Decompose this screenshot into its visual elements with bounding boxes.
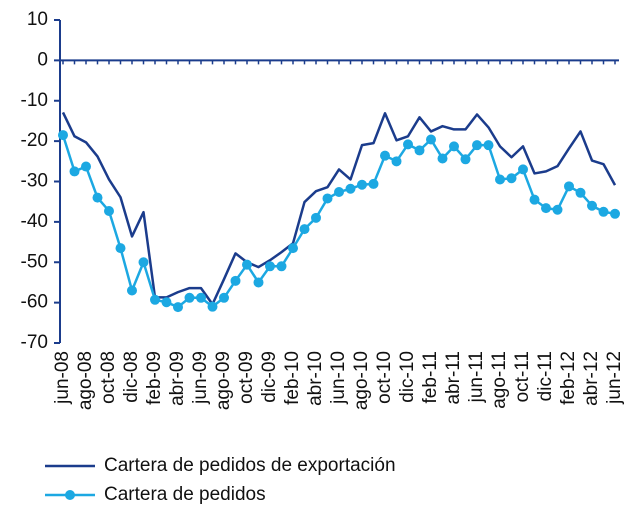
point [506,173,517,184]
series-line [61,111,617,306]
point [242,259,252,270]
point [322,193,333,204]
x-tick-label: jun-10 [328,351,349,405]
x-tick-label: abr-09 [167,351,188,406]
point [564,181,574,192]
x-tick-label: jun-11 [466,351,487,403]
point [184,292,195,303]
x-tick-label: ago-10 [351,351,372,410]
point [380,150,390,161]
point [587,200,597,211]
point [69,166,80,177]
y-tick-label: 0 [37,49,48,70]
x-tick-label: jun-08 [52,351,73,405]
y-tick-label: -50 [21,251,48,272]
x-tick-label: abr-10 [305,351,326,406]
point [92,192,103,203]
point [253,277,264,288]
x-tick-label: feb-11 [420,351,441,403]
x-tick-label: ago-08 [75,351,96,410]
point [115,243,126,254]
legend-label: Cartera de pedidos de exportación [104,455,396,476]
y-tick-label: -40 [21,211,48,232]
point [529,194,540,205]
point [230,275,241,286]
point [598,206,609,217]
x-tick-label: dic-08 [121,351,142,403]
point [311,212,321,223]
x-tick-label: dic-11 [535,351,556,401]
point [437,153,448,164]
point [391,156,402,167]
point [173,302,183,313]
point [219,292,229,303]
point [127,285,137,296]
x-tick-label: feb-12 [558,351,579,405]
point [541,203,551,214]
point [575,187,586,198]
point [552,204,563,215]
point [334,186,344,197]
legend-label: Cartera de pedidos [104,484,266,505]
point [299,224,310,235]
x-tick-label: abr-11 [443,351,464,405]
point [196,292,206,303]
point [460,154,471,165]
point [138,257,149,268]
x-tick-label: ago-11 [489,351,510,409]
y-tick-label: -10 [21,90,48,111]
x-tick-label: dic-10 [397,351,418,403]
y-tick-label: -70 [21,332,48,353]
point [161,297,172,308]
x-tick-label: feb-09 [144,351,165,405]
point [357,179,367,190]
point [288,243,298,254]
point [345,183,356,194]
point [483,140,494,151]
point [58,130,68,141]
y-tick-label: -30 [21,171,48,192]
x-tick-label: ago-09 [213,351,234,410]
x-tick-label: abr-12 [581,351,602,406]
point [518,164,528,175]
x-tick-label: jun-12 [604,351,625,405]
point [207,301,218,312]
point [104,205,114,216]
x-tick-label: feb-10 [282,351,303,405]
point [368,178,379,189]
x-tick-label: oct-09 [236,351,257,404]
y-tick-label: 10 [27,9,48,30]
point [150,294,160,305]
x-tick-label: dic-09 [259,351,280,403]
x-tick-label: oct-08 [98,351,119,404]
y-tick-label: -20 [21,130,48,151]
point [426,134,436,145]
legend-marker [65,490,75,500]
point [414,145,425,156]
point [610,208,620,219]
point [449,141,459,152]
point [472,140,482,151]
point [81,161,91,172]
x-tick-label: jun-09 [190,351,211,405]
point [403,139,413,150]
y-tick-label: -60 [21,292,48,313]
x-tick-label: oct-11 [512,351,533,402]
point [265,261,275,272]
x-tick-label: oct-10 [374,351,395,404]
point [276,261,287,272]
point [495,174,505,185]
